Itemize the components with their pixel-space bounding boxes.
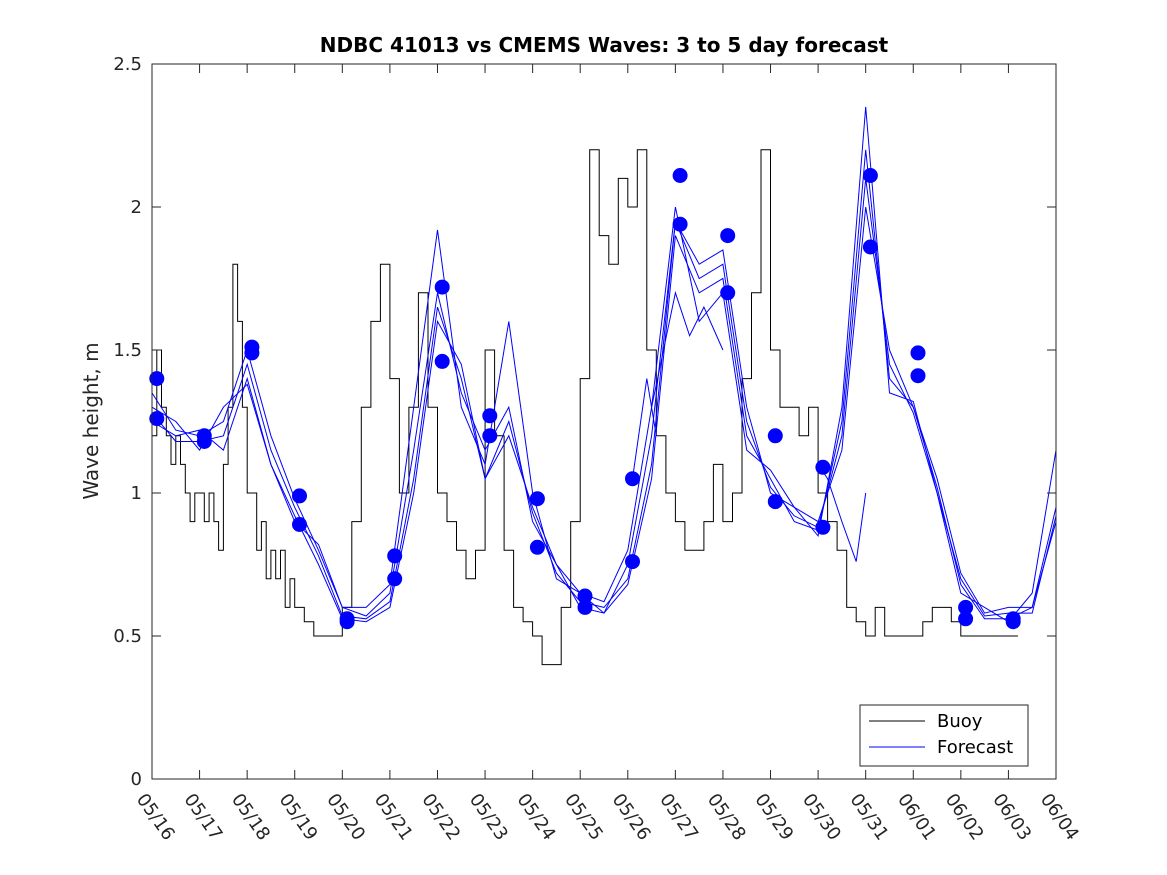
series-forecast-run-6 bbox=[632, 378, 657, 479]
forecast-point bbox=[625, 471, 640, 487]
forecast-point bbox=[767, 494, 783, 510]
forecast-point bbox=[958, 611, 974, 627]
y-tick-label: 2 bbox=[131, 197, 142, 218]
forecast-point bbox=[292, 488, 307, 504]
forecast-point bbox=[149, 411, 165, 427]
forecast-point bbox=[577, 599, 593, 615]
legend-box bbox=[859, 704, 1029, 767]
series-forecast-run-2 bbox=[151, 149, 1057, 620]
legend-label-forecast: Forecast bbox=[937, 737, 1013, 758]
forecast-point bbox=[292, 517, 307, 532]
y-tick-label: 2.5 bbox=[113, 54, 142, 75]
y-tick-label: 1 bbox=[131, 483, 142, 504]
series-buoy bbox=[152, 149, 1018, 666]
forecast-point bbox=[862, 239, 878, 255]
series-forecast-run-4 bbox=[651, 290, 724, 408]
forecast-point bbox=[149, 371, 165, 387]
forecast-point bbox=[529, 539, 545, 555]
y-axis: 0 0.5 1 1.5 2 2.5 bbox=[113, 54, 1056, 790]
forecast-point bbox=[244, 345, 260, 361]
forecast-point bbox=[387, 548, 403, 564]
forecast-point bbox=[482, 428, 498, 444]
y-tick-label: 0.5 bbox=[113, 626, 142, 647]
forecast-point bbox=[434, 353, 450, 369]
forecast-point bbox=[720, 285, 736, 301]
legend: Buoy Forecast bbox=[859, 704, 1029, 767]
forecast-point bbox=[815, 519, 831, 535]
forecast-point bbox=[529, 491, 545, 507]
forecast-point bbox=[434, 279, 450, 295]
forecast-point bbox=[910, 345, 926, 361]
legend-label-buoy: Buoy bbox=[937, 711, 983, 732]
forecast-point bbox=[720, 228, 736, 244]
forecast-point bbox=[767, 428, 783, 444]
chart-title: NDBC 41013 vs CMEMS Waves: 3 to 5 day fo… bbox=[320, 33, 889, 57]
forecast-point bbox=[672, 216, 688, 232]
forecast-point bbox=[625, 554, 640, 570]
forecast-point bbox=[672, 168, 688, 183]
y-tick-label: 0 bbox=[131, 769, 142, 790]
forecast-point bbox=[862, 168, 878, 183]
y-tick-label: 1.5 bbox=[113, 340, 142, 361]
forecast-point bbox=[482, 408, 498, 424]
forecast-point bbox=[815, 459, 831, 475]
forecast-point bbox=[1005, 614, 1021, 630]
axes-box bbox=[151, 63, 1057, 780]
y-axis-label: Wave height, m bbox=[79, 342, 103, 499]
forecast-point bbox=[387, 571, 403, 587]
forecast-point bbox=[196, 434, 212, 449]
forecast-point bbox=[339, 614, 355, 630]
plot-area bbox=[149, 106, 1057, 666]
forecast-point bbox=[910, 368, 926, 384]
